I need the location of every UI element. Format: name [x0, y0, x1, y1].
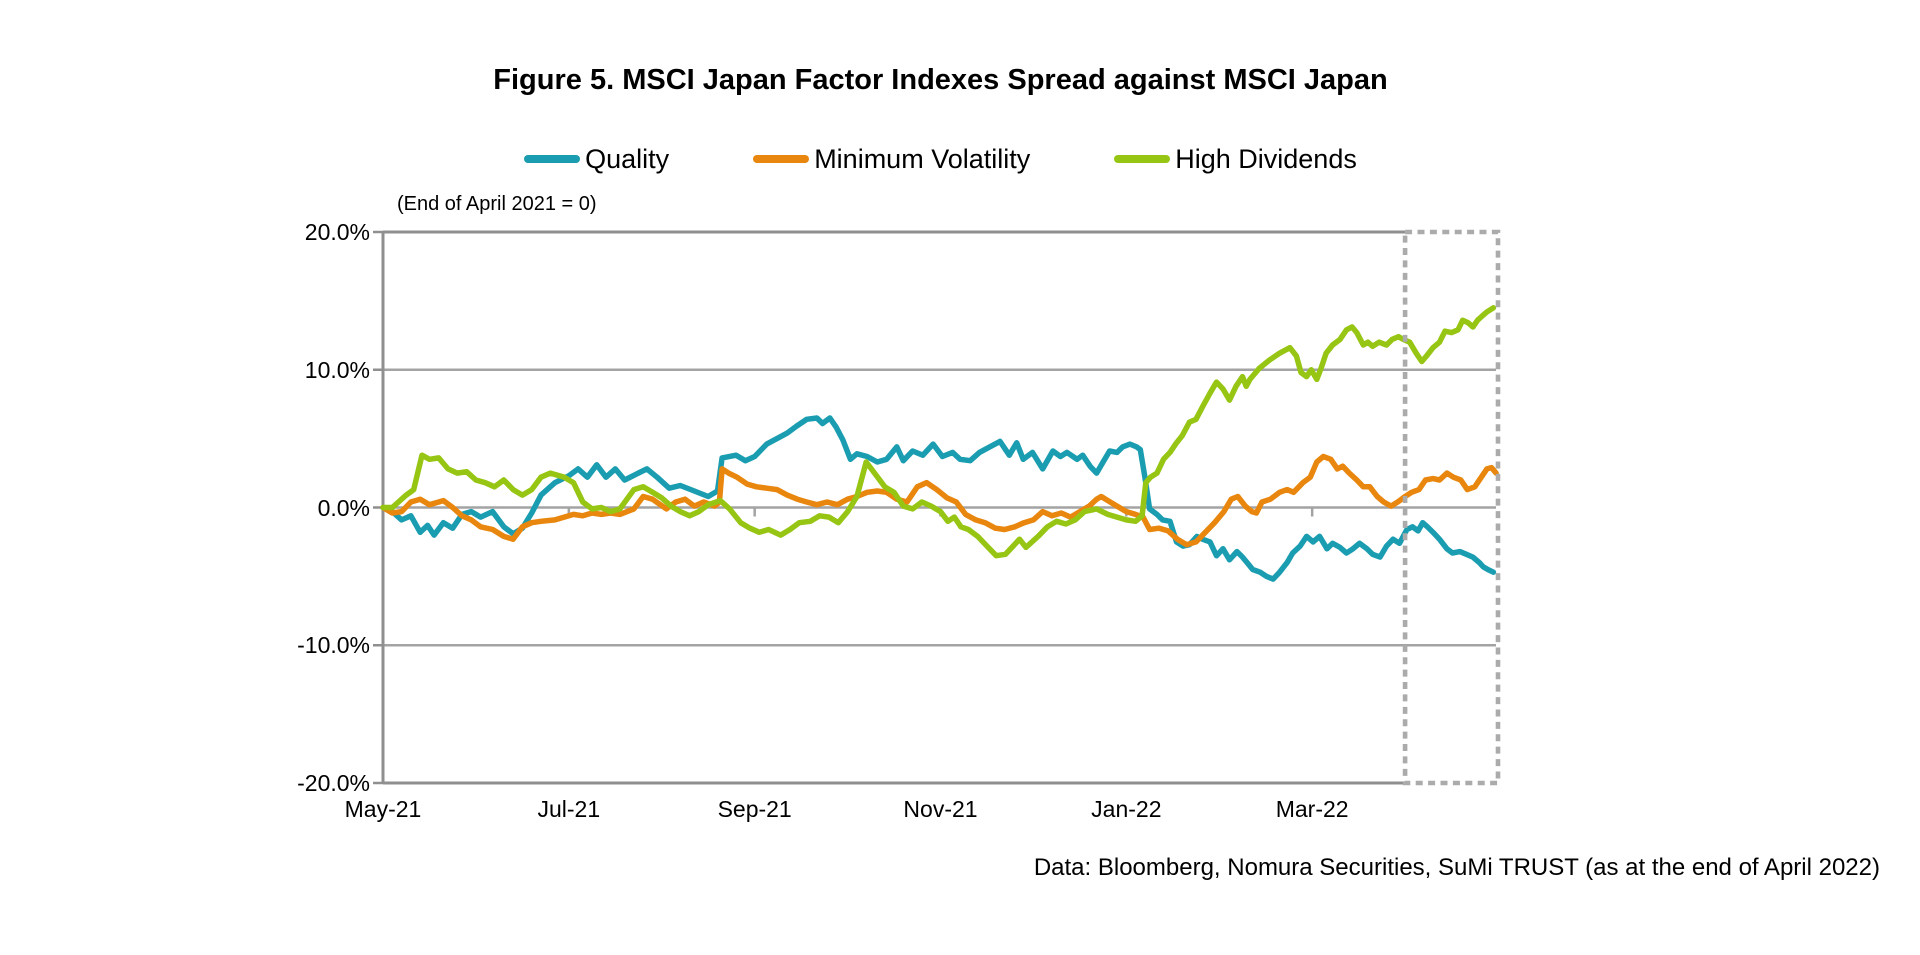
x-axis-label-Nov-21: Nov-21 — [903, 796, 978, 822]
quality-line-swatch-icon — [524, 155, 581, 163]
legend-item-high-dividends: High Dividends — [1114, 142, 1357, 176]
x-axis-label-May-21: May-21 — [344, 796, 422, 822]
data-source-caption: Data: Bloomberg, Nomura Securities, SuMi… — [1033, 854, 1880, 881]
x-axis-label-Sep-21: Sep-21 — [717, 796, 792, 822]
x-axis-label-Jul-21: Jul-21 — [537, 796, 601, 822]
legend-item-minimum-volatility: Minimum Volatility — [753, 142, 1030, 176]
minimum-volatility-line-swatch-icon — [753, 155, 810, 163]
y-axis-label-0.0%: 0.0% — [317, 494, 370, 521]
y-axis-label--20.0%: -20.0% — [297, 770, 370, 796]
legend-item-quality: Quality — [524, 142, 669, 176]
figure-title: Figure 5. MSCI Japan Factor Indexes Spre… — [493, 64, 1388, 96]
series-line-high-dividends — [380, 305, 1497, 559]
x-axis-label-Jan-22: Jan-22 — [1091, 796, 1162, 822]
chart-legend: Quality Minimum Volatility High Dividend… — [383, 142, 1498, 176]
y-axis-label-20.0%: 20.0% — [304, 219, 370, 245]
high-dividends-line-swatch-icon — [1114, 155, 1171, 163]
series-line-minimum-volatility — [380, 453, 1499, 548]
chart-plot — [373, 229, 1501, 786]
x-axis-label-Mar-22: Mar-22 — [1275, 796, 1349, 822]
legend-label-minimum-volatility: Minimum Volatility — [814, 144, 1031, 174]
y-axis-label-10.0%: 10.0% — [304, 356, 370, 383]
series-line-quality — [380, 415, 1497, 582]
legend-label-high-dividends: High Dividends — [1175, 144, 1357, 174]
y-axis-label--10.0%: -10.0% — [297, 632, 370, 659]
legend-label-quality: Quality — [585, 144, 670, 174]
baseline-note: (End of April 2021 = 0) — [397, 193, 597, 215]
